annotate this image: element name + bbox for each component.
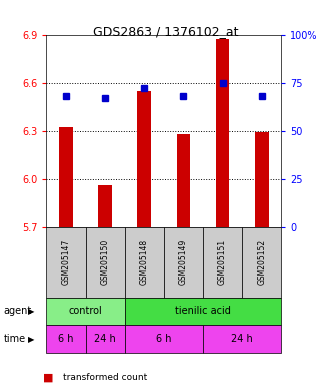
Text: GSM205150: GSM205150 [101,239,110,285]
Bar [137,91,151,227]
Text: tienilic acid: tienilic acid [175,306,231,316]
Text: ■: ■ [43,373,54,383]
Text: transformed count: transformed count [63,373,147,382]
Text: agent: agent [3,306,31,316]
Bar [176,134,190,227]
Bar [59,127,73,227]
Text: ▶: ▶ [28,307,35,316]
Text: 24 h: 24 h [231,334,253,344]
Text: GSM205151: GSM205151 [218,239,227,285]
Text: 24 h: 24 h [94,334,116,344]
Text: GDS2863 / 1376102_at: GDS2863 / 1376102_at [93,25,238,38]
Bar [255,132,269,227]
Text: GSM205149: GSM205149 [179,239,188,285]
Text: GSM205148: GSM205148 [140,239,149,285]
Text: 6 h: 6 h [156,334,171,344]
Bar [98,185,112,227]
Text: GSM205152: GSM205152 [257,239,266,285]
Text: GSM205147: GSM205147 [62,239,71,285]
Text: time: time [3,334,25,344]
Bar [216,40,229,227]
Text: control: control [69,306,102,316]
Text: ▶: ▶ [28,334,35,344]
Text: 6 h: 6 h [58,334,74,344]
